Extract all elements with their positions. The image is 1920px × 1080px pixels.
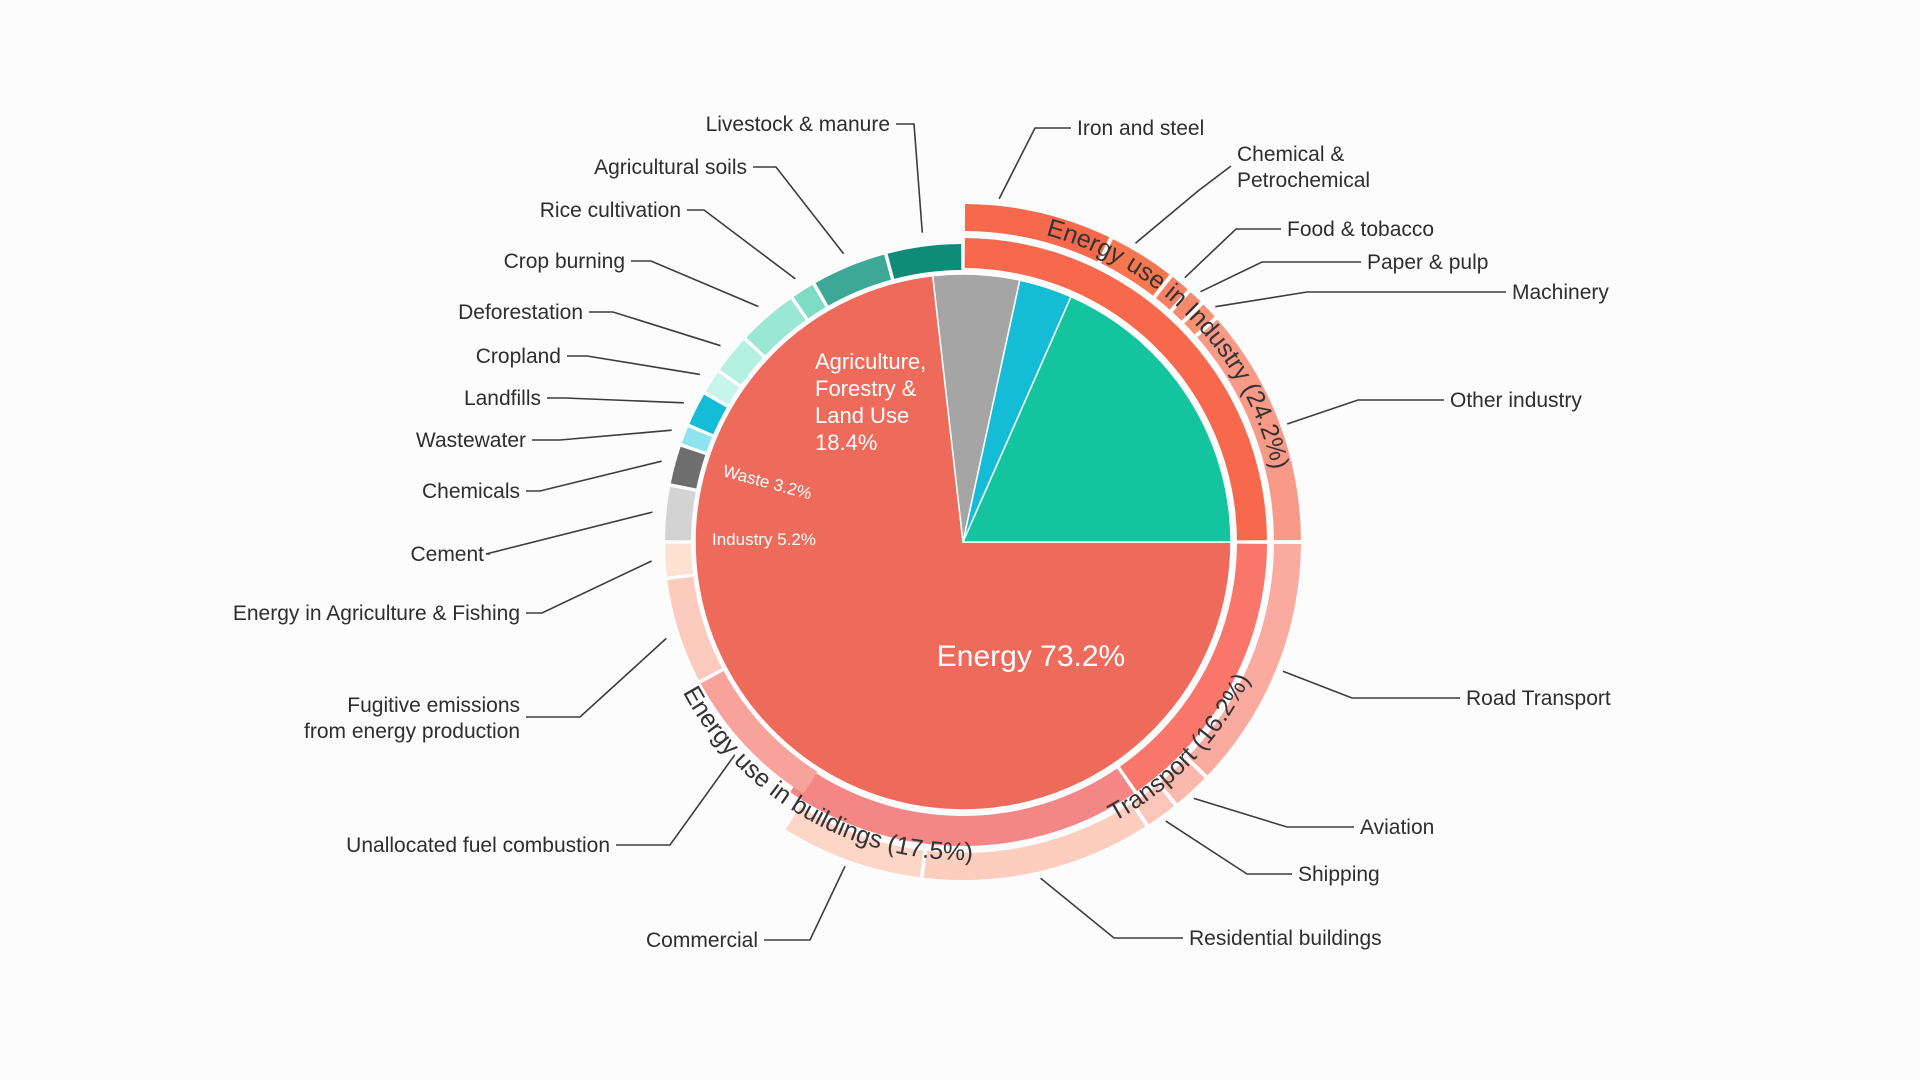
subsector-label-unallocated-fuel-combustion: Unallocated fuel combustion bbox=[346, 834, 610, 857]
subsector-arc-fugitive-emissions-from-energy-production bbox=[667, 576, 723, 681]
sector-label-energy: Energy 73.2% bbox=[937, 640, 1125, 673]
leader-line-cropland bbox=[567, 355, 701, 376]
leader-line-fugitive-emissions-from-energy-production bbox=[526, 637, 667, 718]
subsector-arcs bbox=[665, 204, 1301, 881]
leader-line-chemical-and-petrochemical bbox=[1134, 165, 1232, 244]
subsector-arc-road-transport bbox=[1188, 543, 1301, 776]
leader-lines bbox=[485, 123, 1506, 941]
subsector-arc-paper-and-pulp bbox=[1172, 292, 1201, 321]
subsector-arc-crop-burning bbox=[746, 298, 806, 356]
sector-slice-energy bbox=[694, 274, 1232, 811]
subsector-label-chemicals: Chemicals bbox=[422, 480, 520, 503]
leader-line-unallocated-fuel-combustion bbox=[616, 754, 736, 846]
subsector-label-other-industry: Other industry bbox=[1450, 389, 1582, 412]
subsector-label-machinery: Machinery bbox=[1512, 281, 1609, 304]
subsector-label-iron-and-steel: Iron and steel bbox=[1077, 117, 1204, 140]
leader-line-wastewater bbox=[532, 429, 672, 441]
leader-line-residential-buildings bbox=[1040, 877, 1183, 939]
subsector-label-crop-burning: Crop burning bbox=[504, 250, 625, 273]
subsector-label-energy-in-agriculture-and-fishing: Energy in Agriculture & Fishing bbox=[233, 602, 520, 625]
subsector-arc-other-industry bbox=[1197, 319, 1301, 541]
subsector-arc-wastewater bbox=[681, 427, 712, 452]
subsector-arc-cement bbox=[665, 486, 696, 541]
leader-line-crop-burning bbox=[631, 260, 759, 308]
subsector-label-chemical-and-petrochemical: Chemical & Petrochemical bbox=[1237, 143, 1370, 192]
subsector-arc-iron-and-steel bbox=[964, 204, 1110, 262]
leader-line-commercial bbox=[764, 865, 846, 941]
sector-label-industry: Industry 5.2% bbox=[712, 530, 816, 549]
subsector-label-road-transport: Road Transport bbox=[1466, 687, 1611, 710]
subsector-arc-chemicals bbox=[670, 446, 706, 489]
sector-slice-agriculture-forestry-and-land-use bbox=[961, 295, 1232, 543]
subsector-arc-aviation bbox=[1160, 759, 1205, 804]
subsector-arc-machinery bbox=[1184, 304, 1215, 335]
subsector-arc-deforestation bbox=[719, 340, 763, 385]
subsector-arc-livestock-and-manure bbox=[887, 244, 962, 279]
subsector-label-wastewater: Wastewater bbox=[416, 429, 526, 452]
subsector-arc-chemical-and-petrochemical bbox=[1101, 239, 1170, 296]
subsector-label-fugitive-emissions-from-energy-production: Fugitive emissions from energy production bbox=[304, 694, 520, 743]
subsector-label-livestock-and-manure: Livestock & manure bbox=[706, 113, 890, 136]
leader-line-cement bbox=[485, 511, 653, 555]
energy-group-arcs bbox=[790, 238, 1267, 847]
sector-slices bbox=[694, 273, 1232, 811]
leader-line-iron-and-steel bbox=[998, 127, 1071, 200]
subsector-label-residential-buildings: Residential buildings bbox=[1189, 927, 1382, 950]
leader-line-food-and-tobacco bbox=[1184, 228, 1281, 279]
subsector-label-agricultural-soils: Agricultural soils bbox=[594, 156, 747, 179]
leader-line-road-transport bbox=[1282, 670, 1460, 699]
leader-line-paper-and-pulp bbox=[1200, 261, 1361, 293]
group-arc-energy-use-in-buildings-17-5 bbox=[790, 767, 1135, 847]
subsector-arc-shipping bbox=[1133, 784, 1175, 825]
leader-line-livestock-and-manure bbox=[896, 123, 924, 233]
subsector-label-commercial: Commercial bbox=[646, 929, 758, 952]
leader-line-other-industry bbox=[1286, 399, 1444, 425]
subsector-label-cement: Cement bbox=[410, 543, 484, 566]
subsector-arc-cropland bbox=[705, 372, 740, 405]
subsector-arc-energy-in-agriculture-and-fishing bbox=[665, 543, 693, 577]
leader-line-deforestation bbox=[589, 311, 721, 347]
subsector-arc-residential-buildings bbox=[923, 803, 1146, 881]
subsector-label-deforestation: Deforestation bbox=[458, 301, 583, 324]
leader-line-shipping bbox=[1165, 820, 1292, 875]
sector-label-agriculture: Agriculture, Forestry & Land Use 18.4% bbox=[815, 349, 926, 455]
leader-line-machinery bbox=[1215, 291, 1506, 308]
subsector-arc-landfills bbox=[689, 394, 727, 435]
subsector-label-paper-and-pulp: Paper & pulp bbox=[1367, 251, 1488, 274]
leader-line-landfills bbox=[547, 397, 684, 404]
group-arc-energy-use-in-industry-24-2 bbox=[964, 238, 1267, 541]
subsector-label-aviation: Aviation bbox=[1360, 816, 1434, 839]
subsector-label-food-and-tobacco: Food & tobacco bbox=[1287, 218, 1434, 241]
subsector-label-landfills: Landfills bbox=[464, 387, 541, 410]
leader-line-chemicals bbox=[526, 460, 662, 492]
leader-line-aviation bbox=[1193, 797, 1354, 828]
subsector-arc-rice-cultivation bbox=[793, 284, 826, 319]
leader-line-rice-cultivation bbox=[687, 209, 796, 280]
subsector-arc-commercial bbox=[785, 806, 924, 878]
subsector-arc-food-and-tobacco bbox=[1155, 276, 1188, 310]
subsector-arc-agricultural-soils bbox=[815, 254, 891, 306]
subsector-label-shipping: Shipping bbox=[1298, 863, 1380, 886]
leader-line-energy-in-agriculture-and-fishing bbox=[526, 560, 652, 614]
subsector-arc-unallocated-fuel-combustion bbox=[700, 671, 818, 794]
subsector-label-rice-cultivation: Rice cultivation bbox=[540, 199, 681, 222]
subsector-label-cropland: Cropland bbox=[476, 345, 561, 368]
group-arc-transport-16-2 bbox=[1119, 543, 1267, 792]
leader-line-agricultural-soils bbox=[753, 166, 845, 255]
